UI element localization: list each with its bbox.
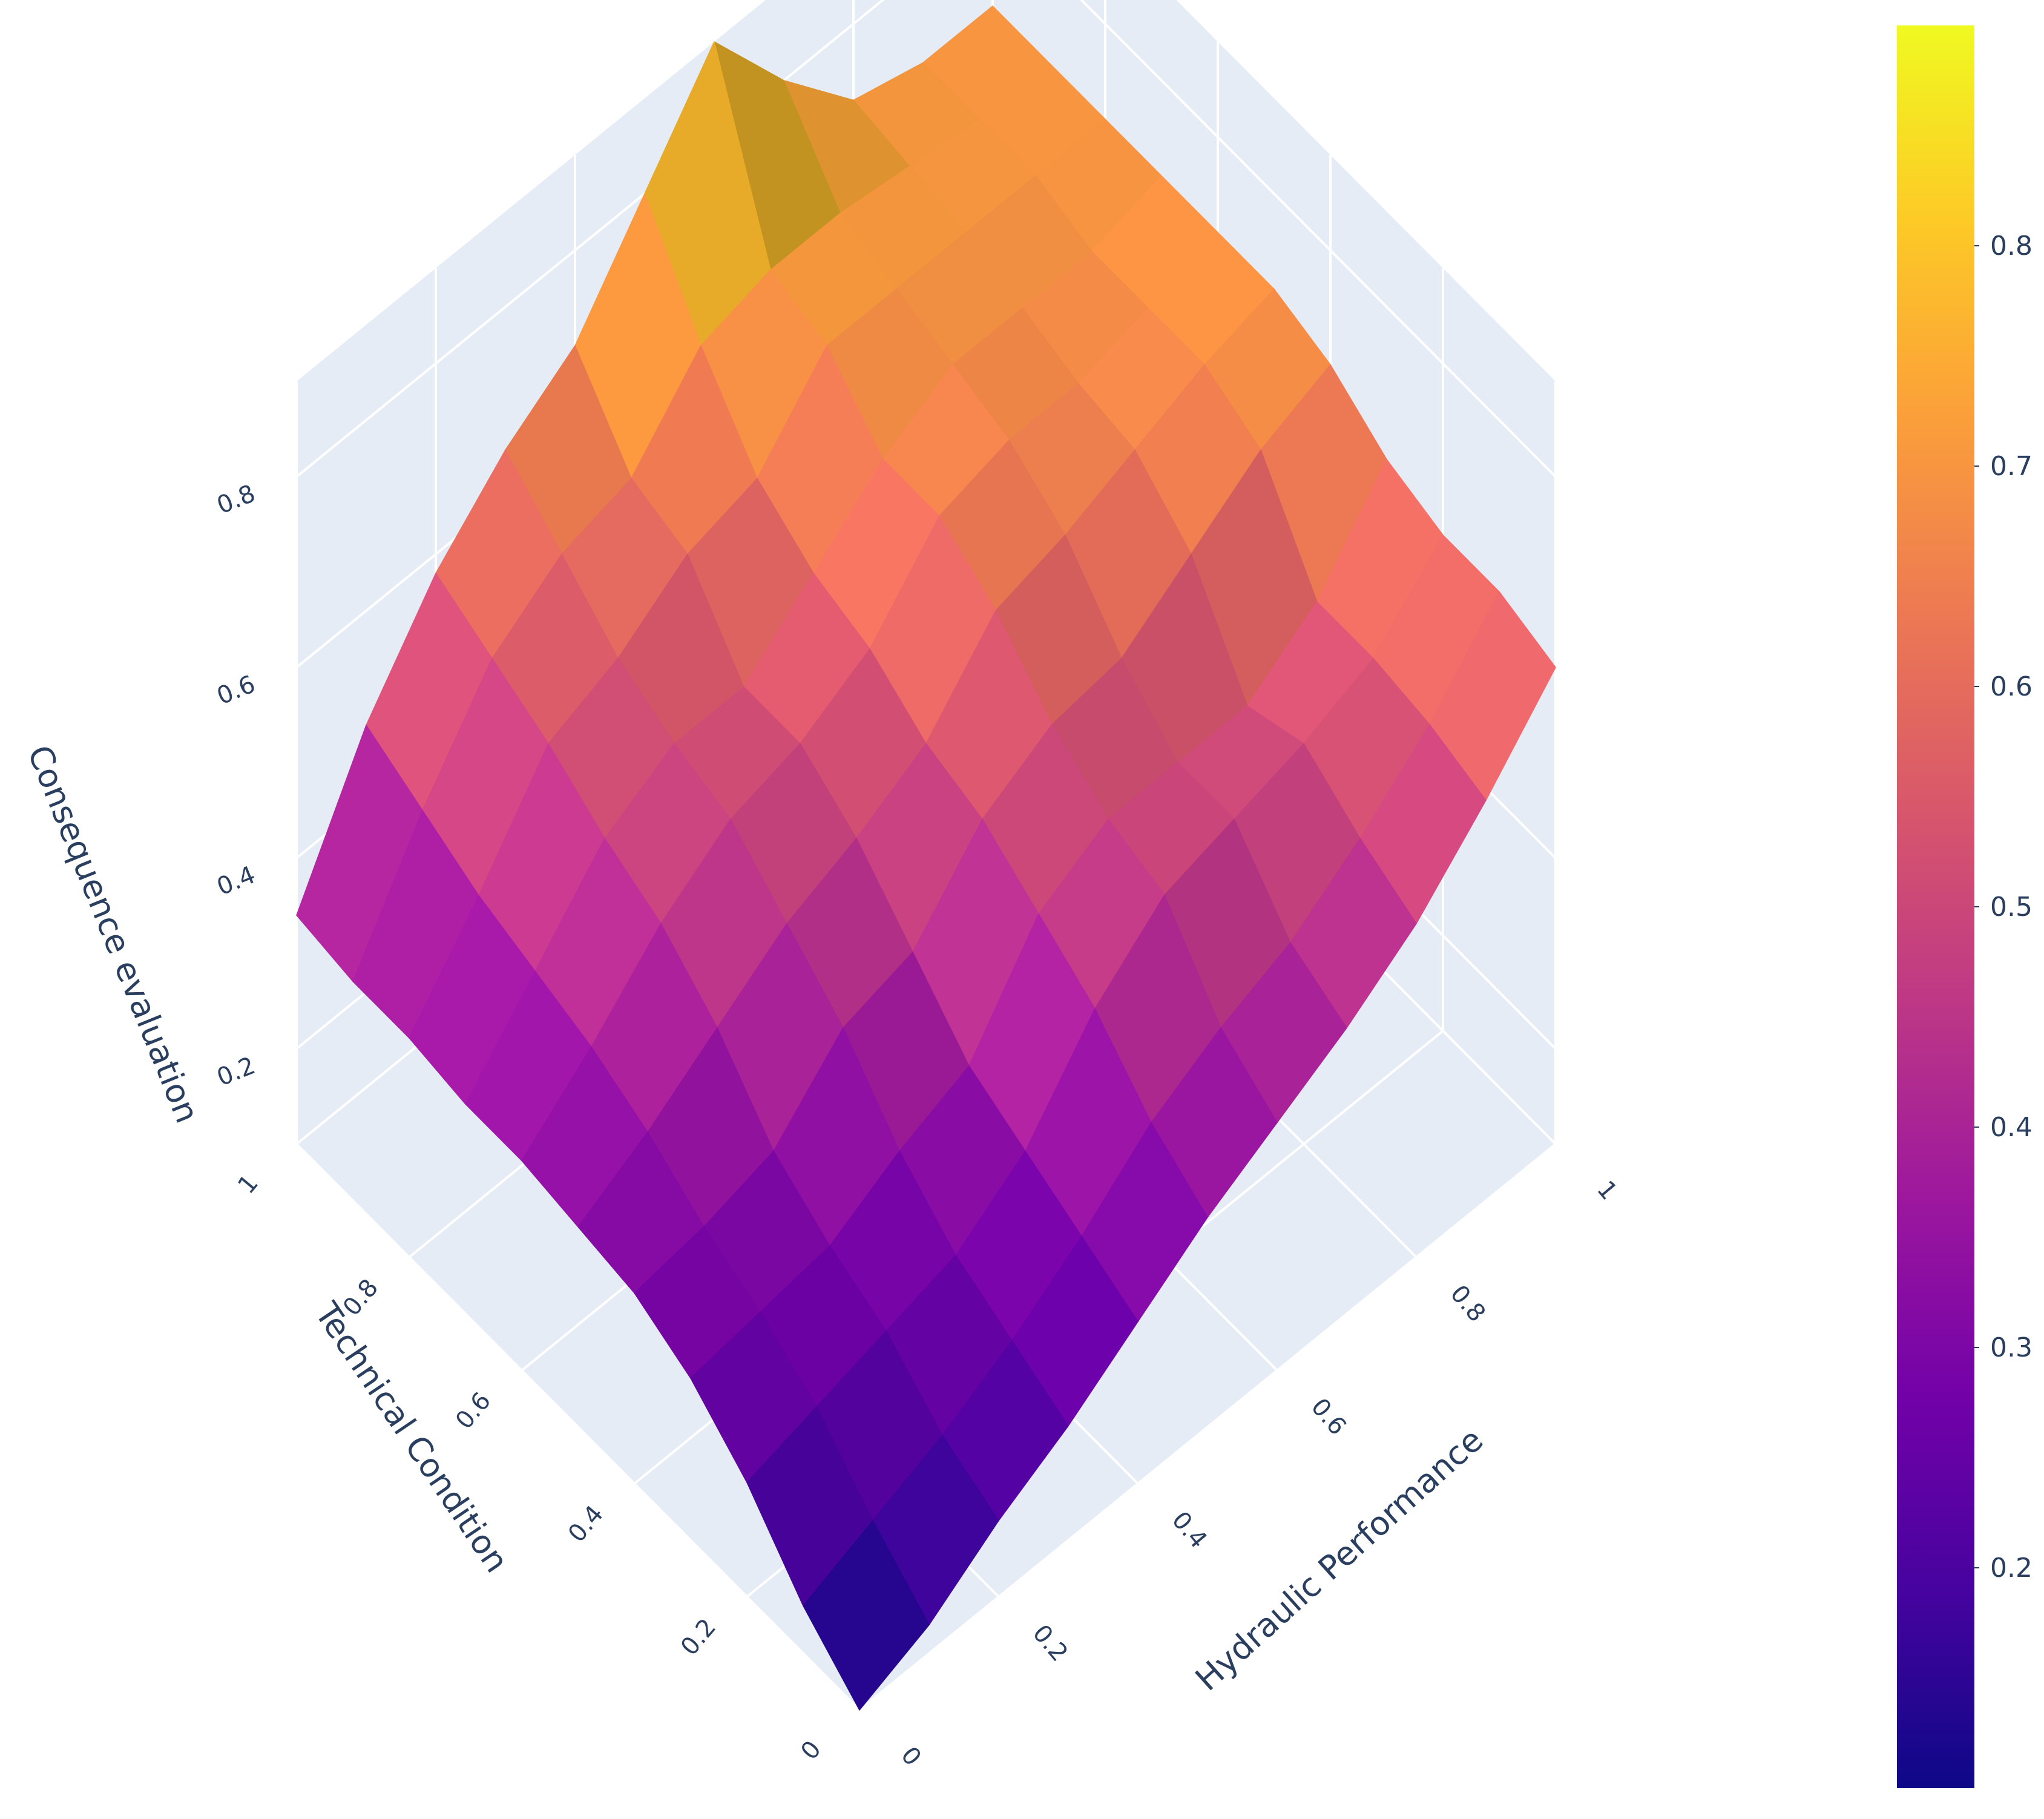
y-tick-label: 0 <box>795 1735 827 1765</box>
colorbar-tick-label: 0.7 <box>1990 451 2032 482</box>
x-tick-label: 1 <box>1591 1176 1623 1205</box>
colorbar-tick-label: 0.6 <box>1990 671 2032 702</box>
colorbar-gradient <box>1897 25 1974 1788</box>
y-axis-title: Technical Condition <box>307 1295 516 1579</box>
z-tick-label: 0.4 <box>213 861 259 901</box>
surface <box>296 5 1556 1711</box>
colorbar: 0.2 0.3 0.4 0.5 0.6 0.7 0.8 <box>1897 25 2032 1788</box>
z-tick-label: 0.2 <box>213 1051 259 1091</box>
colorbar-tick-label: 0.3 <box>1990 1332 2032 1363</box>
gridline <box>295 0 1557 478</box>
y-tick-label: 1 <box>232 1169 264 1199</box>
y-tick-label: 0.6 <box>450 1387 496 1434</box>
z-tick-label: 0.8 <box>213 479 259 519</box>
y-tick-label: 0.4 <box>563 1500 609 1547</box>
x-tick-label: 0 <box>895 1742 927 1771</box>
colorbar-tick-label: 0.2 <box>1990 1553 2032 1584</box>
x-tick-label: 0.8 <box>1445 1280 1491 1327</box>
x-axis-title: Hydraulic Performance <box>1188 1421 1491 1699</box>
y-tick-label: 0.2 <box>675 1613 721 1660</box>
x-tick-label: 0.6 <box>1306 1393 1352 1440</box>
x-tick-label: 0.4 <box>1166 1506 1212 1553</box>
3d-scene[interactable]: 00.20.40.60.8100.20.40.60.810.20.40.60.8… <box>20 0 1623 1771</box>
colorbar-ticks: 0.2 0.3 0.4 0.5 0.6 0.7 0.8 <box>1974 231 2032 1584</box>
colorbar-tick-label: 0.4 <box>1990 1112 2032 1143</box>
colorbar-tick-label: 0.8 <box>1990 231 2032 262</box>
z-axis-title: Consequence evaluation <box>20 740 206 1128</box>
x-tick-label: 0.2 <box>1027 1619 1073 1666</box>
surface-cell <box>803 1520 930 1711</box>
colorbar-tick-label: 0.5 <box>1990 892 2032 923</box>
z-tick-label: 0.6 <box>213 670 259 710</box>
